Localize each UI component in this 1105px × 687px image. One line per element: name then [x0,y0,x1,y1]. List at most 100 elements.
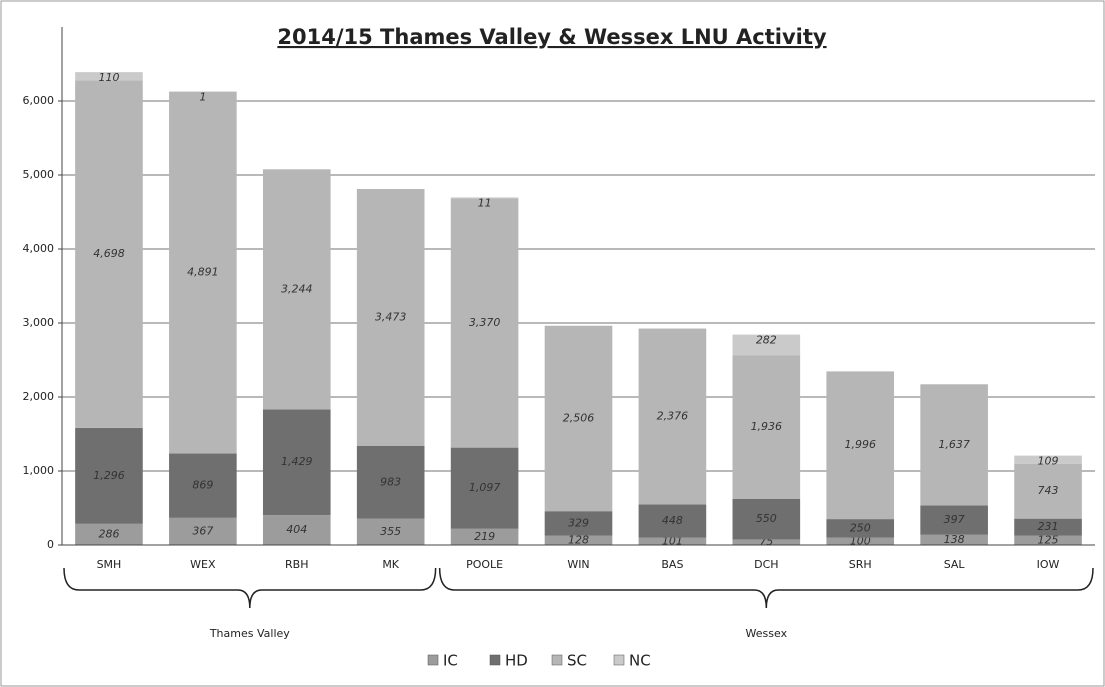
y-tick-label: 4,000 [23,242,55,255]
bar-segment [544,325,613,512]
bar-segment [356,188,425,446]
group-bracket [438,567,1094,609]
bar-segment [450,528,519,545]
bar-segment [826,371,895,520]
x-tick-label: MK [382,558,399,571]
legend-label: SC [567,652,587,670]
legend-label: HD [505,652,528,670]
legend-swatch [551,654,563,666]
value-label: 110 [98,71,119,84]
value-label: 1,996 [844,438,876,451]
x-tick-label: POOLE [466,558,503,571]
bar-segment [920,505,988,535]
bar-segment [544,511,613,536]
value-label: 128 [568,533,589,546]
group-bracket [63,567,437,609]
x-tick-label: WEX [190,558,216,571]
value-label: 286 [98,527,119,540]
value-label: 1,429 [281,455,313,468]
bar-segment [75,523,143,545]
value-label: 2,376 [657,409,689,422]
legend-label: IC [443,652,458,670]
value-label: 250 [850,521,871,534]
bar-segment [732,539,801,545]
bar-segment [826,537,895,545]
y-tick-label: 3,000 [23,316,55,329]
value-label: 282 [756,334,777,347]
group-label: Thames Valley [209,627,290,640]
value-label: 3,244 [281,282,313,295]
value-label: 397 [944,513,965,526]
bar-segment [1014,535,1082,545]
value-label: 138 [944,533,965,546]
group-label: Wessex [746,627,788,640]
value-label: 4,891 [187,266,219,279]
value-label: 11 [478,196,492,209]
value-label: 109 [1038,455,1059,468]
bar-segment [75,80,143,428]
bar-segment [450,447,519,529]
value-label: 2,506 [563,411,595,424]
value-label: 404 [286,523,307,536]
bar-segment [732,498,801,540]
y-tick-label: 5,000 [23,168,55,181]
bar-segment [920,534,988,545]
bar-segment [1014,518,1082,536]
bar-segment [732,334,801,356]
value-label: 367 [192,524,213,537]
bar-segment [638,537,707,545]
legend-label: NC [629,652,651,670]
x-tick-label: IOW [1037,558,1060,571]
value-label: 1,097 [469,481,501,494]
bar-segment [638,504,707,538]
x-tick-label: WIN [567,558,589,571]
bar-segment [450,197,519,199]
bar-segment [1014,463,1082,519]
value-label: 1,296 [93,469,125,482]
value-label: 550 [756,512,777,525]
bar-segment [262,409,331,516]
value-label: 743 [1038,484,1059,497]
value-label: 355 [380,525,401,538]
x-tick-label: DCH [754,558,778,571]
bar-segment [544,535,613,545]
value-label: 1,936 [751,420,783,433]
bar-segment [75,72,143,81]
bar-segment [450,198,519,448]
bar-segment [169,453,237,518]
value-label: 3,473 [375,310,407,323]
bar-segment [920,384,988,506]
bar-segment [169,91,237,454]
legend-swatch [427,654,439,666]
x-tick-label: SAL [944,558,966,571]
bar-segment [356,518,425,545]
y-tick-label: 0 [47,538,54,551]
value-label: 869 [192,479,213,492]
chart-title: 2014/15 Thames Valley & Wessex LNU Activ… [277,25,827,49]
y-tick-label: 2,000 [23,390,55,403]
bar-segment [75,427,143,524]
value-label: 983 [380,475,401,488]
value-label: 329 [568,516,589,529]
bar-segment [732,355,801,499]
legend-swatch [613,654,625,666]
bar-segment [638,328,707,505]
x-tick-label: RBH [285,558,308,571]
bar-segment [262,515,331,545]
value-label: 1 [199,91,206,104]
value-label: 125 [1038,533,1059,546]
value-label: 231 [1038,520,1059,533]
y-tick-label: 6,000 [23,94,55,107]
value-label: 448 [662,514,683,527]
bar-segment [826,519,895,538]
x-tick-label: SRH [849,558,872,571]
x-tick-label: BAS [661,558,683,571]
value-label: 219 [474,530,495,543]
bar-segment [262,169,331,410]
bar-segment [356,445,425,519]
bar-segment [169,517,237,545]
x-tick-label: SMH [97,558,122,571]
bar-segment [1014,455,1082,464]
legend-swatch [489,654,501,666]
